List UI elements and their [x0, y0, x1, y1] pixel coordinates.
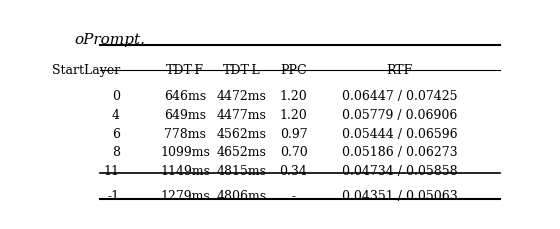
Text: 778ms: 778ms — [164, 127, 206, 140]
Text: TDT-L: TDT-L — [223, 64, 260, 76]
Text: TDT-F: TDT-F — [166, 64, 204, 76]
Text: 0.06447 / 0.07425: 0.06447 / 0.07425 — [342, 90, 458, 103]
Text: 8: 8 — [112, 146, 120, 158]
Text: 1.20: 1.20 — [279, 109, 307, 122]
Text: 4806ms: 4806ms — [216, 189, 267, 202]
Text: 11: 11 — [104, 164, 120, 177]
Text: RTF: RTF — [387, 64, 413, 76]
Text: -1: -1 — [108, 189, 120, 202]
Text: PPC: PPC — [280, 64, 307, 76]
Text: 0.97: 0.97 — [279, 127, 307, 140]
Text: 646ms: 646ms — [164, 90, 206, 103]
Text: 4815ms: 4815ms — [216, 164, 267, 177]
Text: 649ms: 649ms — [164, 109, 206, 122]
Text: 0.70: 0.70 — [279, 146, 307, 158]
Text: StartLayer: StartLayer — [52, 64, 120, 76]
Text: 0: 0 — [112, 90, 120, 103]
Text: 4472ms: 4472ms — [217, 90, 267, 103]
Text: 4562ms: 4562ms — [217, 127, 267, 140]
Text: 0.04351 / 0.05063: 0.04351 / 0.05063 — [342, 189, 458, 202]
Text: 0.05779 / 0.06906: 0.05779 / 0.06906 — [342, 109, 458, 122]
Text: 1279ms: 1279ms — [160, 189, 210, 202]
Text: 6: 6 — [112, 127, 120, 140]
Text: 0.05444 / 0.06596: 0.05444 / 0.06596 — [342, 127, 458, 140]
Text: 4477ms: 4477ms — [217, 109, 267, 122]
Text: 4652ms: 4652ms — [217, 146, 267, 158]
Text: 0.34: 0.34 — [279, 164, 307, 177]
Text: 4: 4 — [112, 109, 120, 122]
Text: 1.20: 1.20 — [279, 90, 307, 103]
Text: 0.05186 / 0.06273: 0.05186 / 0.06273 — [342, 146, 458, 158]
Text: 1149ms: 1149ms — [160, 164, 210, 177]
Text: oPrompt.: oPrompt. — [74, 33, 146, 47]
Text: -: - — [291, 189, 296, 202]
Text: 1099ms: 1099ms — [160, 146, 210, 158]
Text: 0.04734 / 0.05858: 0.04734 / 0.05858 — [342, 164, 458, 177]
